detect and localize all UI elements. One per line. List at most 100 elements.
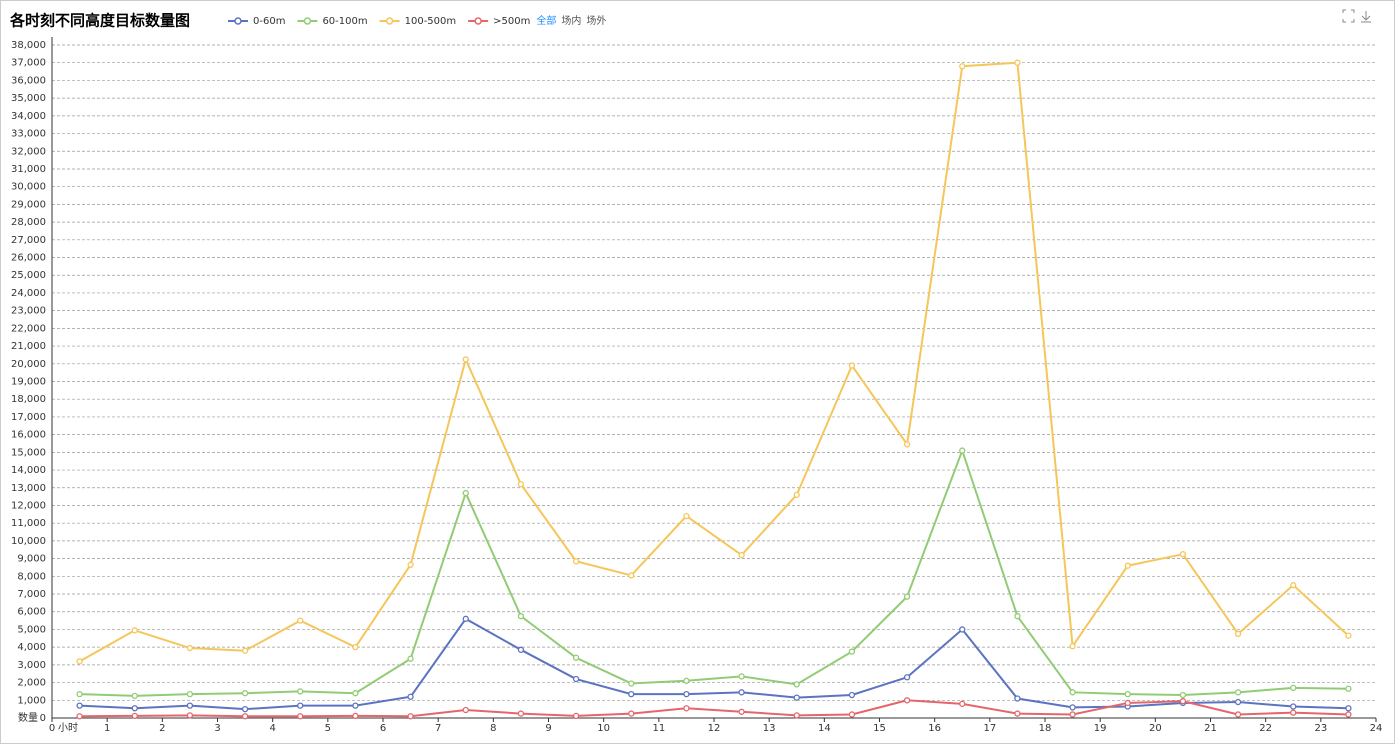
data-point [1290, 684, 1297, 692]
data-point [1234, 711, 1242, 718]
data-point [959, 626, 966, 633]
data-point [1234, 630, 1242, 638]
filter-option[interactable]: 全部 [536, 14, 556, 27]
data-point [848, 362, 856, 369]
y-tick-label: 32,000 [11, 146, 46, 157]
y-tick-label: 37,000 [11, 58, 46, 69]
y-tick-label: 28,000 [11, 217, 46, 228]
data-point [131, 627, 138, 634]
toolbox[interactable] [1342, 9, 1371, 23]
y-tick-label: 30,000 [11, 182, 46, 193]
download-icon[interactable] [1361, 11, 1371, 23]
x-tick-label: 6 [380, 723, 386, 734]
x-tick-label: 23 [1314, 723, 1327, 734]
y-tick-label: 1,000 [17, 695, 46, 706]
data-point [1069, 643, 1076, 650]
data-point [407, 713, 414, 720]
y-tick-label: 17,000 [11, 412, 46, 423]
y-tick-label: 10,000 [11, 536, 46, 547]
fullscreen-icon[interactable] [1342, 9, 1355, 23]
data-point [517, 710, 525, 717]
data-point [517, 646, 525, 653]
data-point [848, 711, 856, 718]
data-point [1014, 710, 1021, 717]
chart-title: 各时刻不同高度目标数量图 [9, 12, 190, 30]
y-tick-label: 2,000 [17, 678, 46, 689]
series-line [79, 699, 1349, 718]
filter-option[interactable]: 场内 [561, 14, 581, 27]
data-point [903, 441, 911, 448]
data-point [793, 694, 800, 701]
x-tick-label: 16 [928, 723, 941, 734]
y-tick-label: 11,000 [11, 518, 46, 529]
y-tick-label: 4,000 [17, 642, 46, 653]
data-point [628, 680, 635, 687]
data-point [848, 648, 856, 655]
data-point [131, 692, 138, 700]
data-point [628, 710, 635, 717]
y-tick-label: 15,000 [11, 447, 46, 458]
data-point [297, 713, 304, 720]
x-tick-label: 1 [104, 723, 110, 734]
data-point [738, 673, 745, 680]
legend-label: >500m [493, 16, 530, 27]
x-tick-label: 11 [652, 723, 665, 734]
data-point [186, 644, 194, 652]
data-point [959, 447, 966, 454]
data-point [738, 708, 745, 715]
data-point [903, 674, 911, 681]
data-point [517, 613, 525, 620]
data-point [241, 690, 249, 697]
y-tick-label: 38,000 [11, 40, 46, 51]
data-point [1345, 705, 1352, 712]
legend-label: 100-500m [405, 16, 457, 27]
x-tick-label: 18 [1039, 723, 1052, 734]
filter-option[interactable]: 场外 [586, 14, 606, 27]
y-tick-label: 24,000 [11, 288, 46, 299]
data-point [1124, 562, 1131, 569]
legend-item[interactable]: 100-500m [379, 16, 457, 27]
data-point [1069, 711, 1076, 718]
y-tick-label: 5,000 [17, 624, 46, 635]
data-point [683, 512, 690, 520]
data-point [793, 681, 800, 688]
data-point [1179, 551, 1187, 558]
x-tick-label: 15 [873, 723, 886, 734]
x-tick-label: 0 [49, 723, 55, 734]
y-tick-label: 3,000 [17, 660, 46, 671]
data-point [76, 690, 83, 698]
legend-item[interactable]: 0-60m [228, 16, 285, 27]
data-point [903, 593, 911, 600]
legend-item[interactable]: >500m [468, 16, 530, 27]
legend-item[interactable]: 60-100m [297, 16, 368, 27]
data-point [352, 690, 359, 697]
x-tick-label: 3 [214, 723, 220, 734]
data-point [76, 702, 83, 709]
y-tick-label: 12,000 [11, 500, 46, 511]
x-tick-label: 19 [1094, 723, 1107, 734]
data-point [407, 693, 414, 700]
series-line [79, 617, 1349, 711]
data-point [352, 702, 359, 709]
data-point [131, 705, 138, 712]
y-tick-label: 36,000 [11, 75, 46, 86]
data-point [572, 558, 580, 565]
data-point [848, 691, 856, 699]
legend-marker [474, 17, 482, 25]
x-axis-label: 小时 [58, 722, 78, 734]
data-point [1124, 690, 1131, 698]
data-point [407, 655, 414, 662]
series-line [79, 61, 1350, 663]
x-tick-label: 2 [159, 723, 165, 734]
legend-label: 0-60m [253, 16, 285, 27]
y-tick-label: 31,000 [11, 164, 46, 175]
data-point [1345, 632, 1352, 639]
data-point [572, 712, 580, 720]
data-point [297, 702, 304, 709]
data-point [1179, 691, 1187, 699]
y-tick-label: 13,000 [11, 483, 46, 494]
data-point [738, 689, 745, 696]
data-point [1014, 613, 1021, 620]
data-point [297, 688, 304, 695]
x-tick-label: 24 [1370, 723, 1383, 734]
